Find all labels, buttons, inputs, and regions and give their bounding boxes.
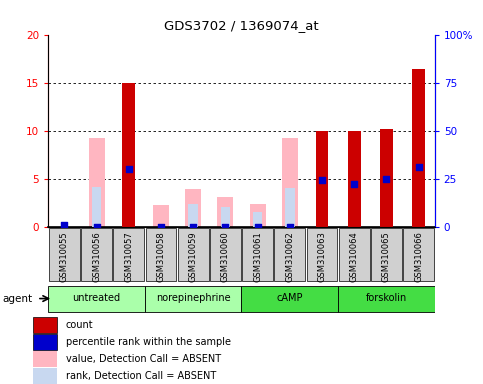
Point	[125, 166, 133, 172]
Bar	[253, 212, 262, 227]
Title: GDS3702 / 1369074_at: GDS3702 / 1369074_at	[164, 19, 319, 32]
Bar	[92, 187, 101, 227]
Point	[222, 223, 229, 230]
Bar	[282, 138, 298, 227]
Text: GSM310064: GSM310064	[350, 231, 359, 282]
Text: percentile rank within the sample: percentile rank within the sample	[66, 337, 231, 347]
Point	[350, 181, 358, 187]
Point	[60, 222, 68, 228]
Bar	[315, 131, 328, 227]
Text: forskolin: forskolin	[366, 293, 407, 303]
Bar	[122, 83, 135, 227]
FancyBboxPatch shape	[49, 228, 80, 281]
Point	[93, 223, 100, 230]
Bar	[250, 205, 266, 227]
Bar	[33, 334, 57, 350]
Bar	[88, 138, 105, 227]
Text: GSM310058: GSM310058	[156, 231, 166, 282]
Text: GSM310063: GSM310063	[317, 231, 327, 282]
Bar	[185, 189, 201, 227]
Bar	[285, 188, 295, 227]
FancyBboxPatch shape	[339, 228, 369, 281]
Point	[254, 223, 261, 230]
FancyBboxPatch shape	[338, 286, 435, 311]
FancyBboxPatch shape	[371, 228, 402, 281]
Bar	[221, 207, 230, 227]
Text: count: count	[66, 320, 94, 330]
FancyBboxPatch shape	[242, 286, 338, 311]
Text: agent: agent	[2, 294, 32, 304]
Bar	[412, 69, 425, 227]
FancyBboxPatch shape	[114, 228, 144, 281]
FancyBboxPatch shape	[145, 286, 242, 311]
Text: norepinephrine: norepinephrine	[156, 293, 230, 303]
Point	[189, 223, 197, 230]
FancyBboxPatch shape	[403, 228, 434, 281]
Point	[383, 175, 390, 182]
Text: untreated: untreated	[72, 293, 121, 303]
FancyBboxPatch shape	[178, 228, 209, 281]
Text: GSM310061: GSM310061	[253, 231, 262, 282]
Bar	[348, 131, 361, 227]
Text: GSM310066: GSM310066	[414, 231, 423, 282]
Point	[318, 177, 326, 184]
Text: GSM310060: GSM310060	[221, 231, 230, 282]
FancyBboxPatch shape	[307, 228, 338, 281]
Text: GSM310062: GSM310062	[285, 231, 294, 282]
Bar	[33, 351, 57, 367]
Text: GSM310057: GSM310057	[124, 231, 133, 282]
FancyBboxPatch shape	[81, 228, 112, 281]
FancyBboxPatch shape	[274, 228, 305, 281]
Text: GSM310059: GSM310059	[189, 231, 198, 281]
FancyBboxPatch shape	[242, 228, 273, 281]
Bar	[188, 205, 198, 227]
Bar	[33, 317, 57, 333]
Bar	[380, 129, 393, 227]
FancyBboxPatch shape	[210, 228, 241, 281]
Bar	[33, 367, 57, 384]
Text: cAMP: cAMP	[277, 293, 303, 303]
Bar	[217, 197, 233, 227]
Text: GSM310055: GSM310055	[60, 231, 69, 281]
Point	[286, 223, 294, 230]
FancyBboxPatch shape	[48, 286, 145, 311]
Point	[157, 223, 165, 230]
Text: GSM310065: GSM310065	[382, 231, 391, 282]
Text: GSM310056: GSM310056	[92, 231, 101, 282]
FancyBboxPatch shape	[145, 228, 176, 281]
Point	[415, 164, 423, 170]
Text: rank, Detection Call = ABSENT: rank, Detection Call = ABSENT	[66, 371, 216, 381]
Bar	[153, 205, 169, 227]
Text: value, Detection Call = ABSENT: value, Detection Call = ABSENT	[66, 354, 221, 364]
